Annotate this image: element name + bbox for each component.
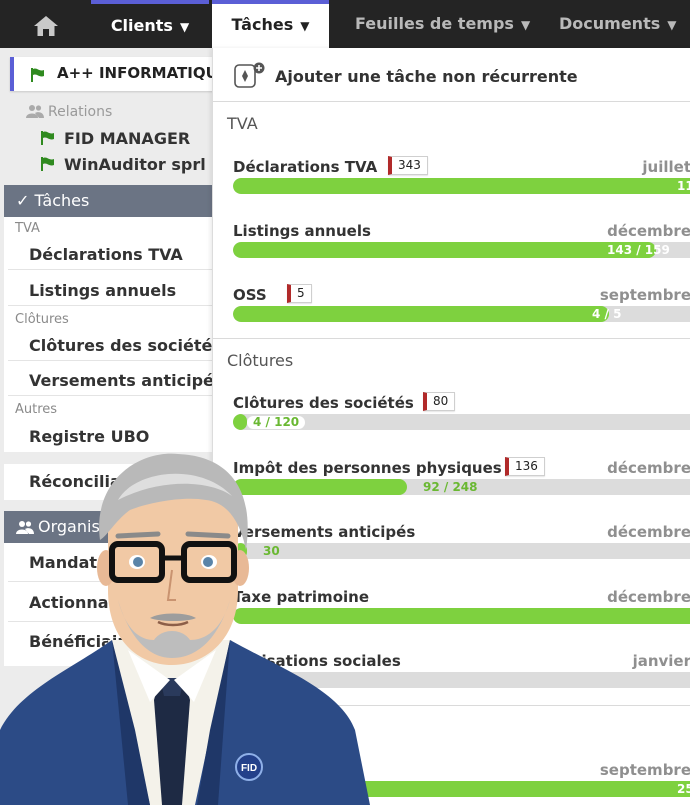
task-progress-count: 4 / 120 xyxy=(247,416,306,429)
task-progress-bar xyxy=(233,414,690,430)
relation-item[interactable]: WinAuditor sprl xyxy=(40,155,206,175)
task-progress-count: 92 / 248 xyxy=(423,480,478,494)
group-separator xyxy=(213,338,690,339)
task-row[interactable]: Listings annuels décembre 143 / 159 xyxy=(233,222,690,262)
fid-pin-badge: FID xyxy=(235,753,263,781)
fid-pin-label: FID xyxy=(241,763,257,774)
task-group-title: TVA xyxy=(227,114,258,133)
group-label-tva: TVA xyxy=(15,221,40,236)
top-navigation: Clients ▼ Tâches ▼ Feuilles de temps ▼ Docu… xyxy=(0,0,690,48)
task-name: Versements anticipés xyxy=(233,523,416,541)
task-progress-fill xyxy=(233,479,407,495)
group-separator xyxy=(213,705,690,706)
nav-taches-label: Tâches xyxy=(231,15,294,34)
task-progress-fill xyxy=(233,306,609,322)
task-row[interactable]: Clôtures des sociétés 80 4 / 120 xyxy=(233,392,690,434)
relation-name: WinAuditor sprl xyxy=(64,155,206,174)
add-task-icon xyxy=(234,62,268,94)
sidebar-link-declarations-tva[interactable]: Déclarations TVA xyxy=(29,245,183,264)
task-month: décembre xyxy=(607,588,690,606)
task-row[interactable]: Impôt des personnes physiques 136 décemb… xyxy=(233,457,690,499)
task-month: juillet xyxy=(642,158,690,176)
users-icon xyxy=(26,104,44,122)
users-icon xyxy=(16,513,34,545)
nav-feuilles-label: Feuilles de temps xyxy=(355,14,514,33)
task-progress-fill xyxy=(233,178,690,194)
task-name: Clôtures des sociétés xyxy=(233,394,414,412)
flag-icon xyxy=(40,156,56,175)
add-task-row[interactable]: Ajouter une tâche non récurrente xyxy=(213,48,690,102)
task-progress-count: 11 xyxy=(677,179,690,193)
task-progress-fill xyxy=(233,242,656,258)
task-row[interactable]: Taxe patrimoine décembre xyxy=(233,588,690,628)
chevron-down-icon: ▼ xyxy=(667,18,677,32)
task-progress-count: 25 xyxy=(677,782,690,796)
task-month: décembre xyxy=(607,222,690,240)
chevron-down-icon: ▼ xyxy=(520,18,531,32)
task-name: Listings annuels xyxy=(233,222,371,240)
flag-icon xyxy=(40,130,56,149)
chevron-down-icon: ▼ xyxy=(179,20,190,34)
task-name: Déclarations TVA xyxy=(233,158,378,176)
task-progress-bar xyxy=(233,306,690,322)
nav-clients[interactable]: Clients ▼ xyxy=(91,0,209,48)
task-progress-bar xyxy=(233,608,690,624)
nav-feuilles-de-temps[interactable]: Feuilles de temps ▼ xyxy=(355,0,530,48)
task-name: Taxe patrimoine xyxy=(233,588,369,606)
nav-taches[interactable]: Tâches ▼ xyxy=(212,0,329,48)
task-count-badge: 80 xyxy=(423,392,456,411)
taches-dropdown-panel: Ajouter une tâche non récurrente TVA Déc… xyxy=(212,48,690,805)
sidebar-link-listings-annuels[interactable]: Listings annuels xyxy=(29,281,177,300)
relation-name: FID MANAGER xyxy=(64,129,191,148)
divider xyxy=(8,395,212,396)
home-icon[interactable] xyxy=(31,13,61,39)
client-name: A++ INFORMATIQUE xyxy=(57,64,229,82)
task-progress-bar xyxy=(233,178,690,194)
task-progress-count: 143 / 159 xyxy=(607,243,670,257)
nav-clients-label: Clients xyxy=(110,16,173,35)
relations-header: Relations xyxy=(26,104,112,122)
nav-documents[interactable]: Documents ▼ xyxy=(559,0,676,48)
task-count-badge: 343 xyxy=(388,156,428,175)
task-month: septembre xyxy=(599,286,690,304)
task-progress-bar xyxy=(233,479,690,495)
task-month: septembre xyxy=(599,761,690,779)
divider xyxy=(8,621,212,622)
add-task-label: Ajouter une tâche non récurrente xyxy=(275,67,578,86)
chevron-down-icon: ▼ xyxy=(300,19,310,33)
flag-icon xyxy=(30,67,46,86)
task-month: décembre xyxy=(607,523,690,541)
task-month: janvier xyxy=(632,652,690,670)
divider xyxy=(8,360,212,361)
task-progress-fill xyxy=(233,608,690,624)
group-label-autres: Autres xyxy=(15,402,58,417)
task-name: Impôt des personnes physiques xyxy=(233,459,502,477)
mascot-accountant-illustration: FID xyxy=(0,453,370,805)
group-label-clotures: Clôtures xyxy=(15,312,69,327)
task-count-badge: 5 xyxy=(287,284,312,303)
sidebar-link-registre-ubo[interactable]: Registre UBO xyxy=(29,427,150,446)
task-progress-bar xyxy=(233,242,690,258)
divider xyxy=(8,305,212,306)
sidebar-link-clotures-societes[interactable]: Clôtures des sociétés xyxy=(29,336,222,355)
task-name: OSS xyxy=(233,286,267,304)
task-row[interactable]: Versements anticipés décembre 30 xyxy=(233,523,690,563)
task-count-badge: 136 xyxy=(505,457,545,476)
task-progress-fill xyxy=(233,414,248,430)
task-progress-count: 30 xyxy=(263,544,280,558)
sidebar-link-versements-anticipes[interactable]: Versements anticipés xyxy=(29,371,224,390)
taches-section-header[interactable]: ✓ Tâches xyxy=(4,185,212,217)
nav-documents-label: Documents xyxy=(559,14,661,33)
task-month: décembre xyxy=(607,459,690,477)
relation-item[interactable]: FID MANAGER xyxy=(40,129,190,149)
divider xyxy=(8,269,212,270)
task-row[interactable]: Déclarations TVA 343 juillet 11 xyxy=(233,156,690,198)
current-client[interactable]: A++ INFORMATIQUE xyxy=(10,57,228,91)
relations-label: Relations xyxy=(48,104,113,120)
task-row[interactable]: OSS 5 septembre 4 / 5 xyxy=(233,284,690,326)
task-group-title: Clôtures xyxy=(227,351,294,370)
task-progress-count: 4 / 5 xyxy=(592,307,622,321)
taches-panel: TVA Déclarations TVA Listings annuels Cl… xyxy=(4,217,223,452)
